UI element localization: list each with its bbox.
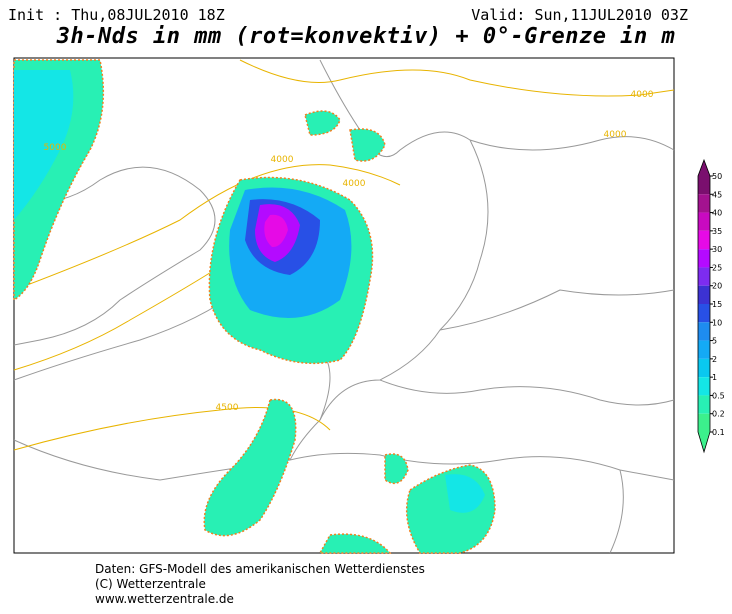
colorbar: 50 45 40 35 30 25 20 15 10 5 2 1 0.5 0.2 0.1 bbox=[697, 158, 725, 454]
colorbar-band bbox=[698, 285, 710, 304]
footer-url: www.wetterzentrale.de bbox=[95, 592, 234, 606]
valid-time: Valid: Sun,11JUL2010 03Z bbox=[471, 6, 688, 24]
colorbar-band bbox=[698, 413, 710, 432]
colorbar-label: 20 bbox=[712, 282, 722, 291]
colorbar-label: 2 bbox=[712, 355, 717, 364]
colorbar-band bbox=[698, 212, 710, 231]
colorbar-band bbox=[698, 230, 710, 250]
colorbar-label: 25 bbox=[712, 263, 722, 272]
contour-label: 4000 bbox=[343, 179, 366, 189]
colorbar-band bbox=[698, 267, 710, 286]
colorbar-label: 5 bbox=[712, 337, 717, 346]
footer-source: Daten: GFS-Modell des amerikanischen Wet… bbox=[95, 562, 425, 576]
colorbar-top bbox=[698, 160, 710, 176]
colorbar-label: 10 bbox=[712, 318, 722, 327]
colorbar-band bbox=[698, 358, 710, 378]
colorbar-label: 40 bbox=[712, 209, 722, 218]
colorbar-label: 0.1 bbox=[712, 428, 725, 437]
colorbar-label: 1 bbox=[712, 373, 717, 382]
colorbar-label: 0.5 bbox=[712, 391, 725, 400]
footer-copyright: (C) Wetterzentrale bbox=[95, 577, 206, 591]
colorbar-band bbox=[698, 176, 710, 195]
contour-label: 4500 bbox=[216, 403, 239, 413]
colorbar-label: 35 bbox=[712, 227, 722, 236]
colorbar-band bbox=[698, 194, 710, 213]
contour-labels: 4000 4000 4000 4000 5000 4500 bbox=[44, 90, 654, 413]
colorbar-label: 45 bbox=[712, 190, 722, 199]
colorbar-band bbox=[698, 304, 710, 323]
colorbar-label: 50 bbox=[712, 172, 722, 181]
colorbar-label: 15 bbox=[712, 300, 722, 309]
contour-label: 4000 bbox=[631, 90, 654, 100]
colorbar-band bbox=[698, 322, 710, 341]
contour-label: 5000 bbox=[44, 143, 67, 153]
init-time: Init : Thu,08JUL2010 18Z bbox=[8, 6, 225, 24]
colorbar-band bbox=[698, 377, 710, 396]
precip-areas bbox=[13, 59, 496, 554]
colorbar-label: 0.2 bbox=[712, 410, 725, 419]
map-title: 3h-Nds in mm (rot=konvektiv) + 0°-Grenze… bbox=[56, 24, 676, 49]
colorbar-band bbox=[698, 340, 710, 359]
contour-label: 4000 bbox=[604, 130, 627, 140]
colorbar-band bbox=[698, 249, 710, 268]
colorbar-label: 30 bbox=[712, 245, 722, 254]
colorbar-bottom bbox=[698, 432, 710, 452]
colorbar-band bbox=[698, 395, 710, 414]
contour-label: 4000 bbox=[271, 155, 294, 165]
